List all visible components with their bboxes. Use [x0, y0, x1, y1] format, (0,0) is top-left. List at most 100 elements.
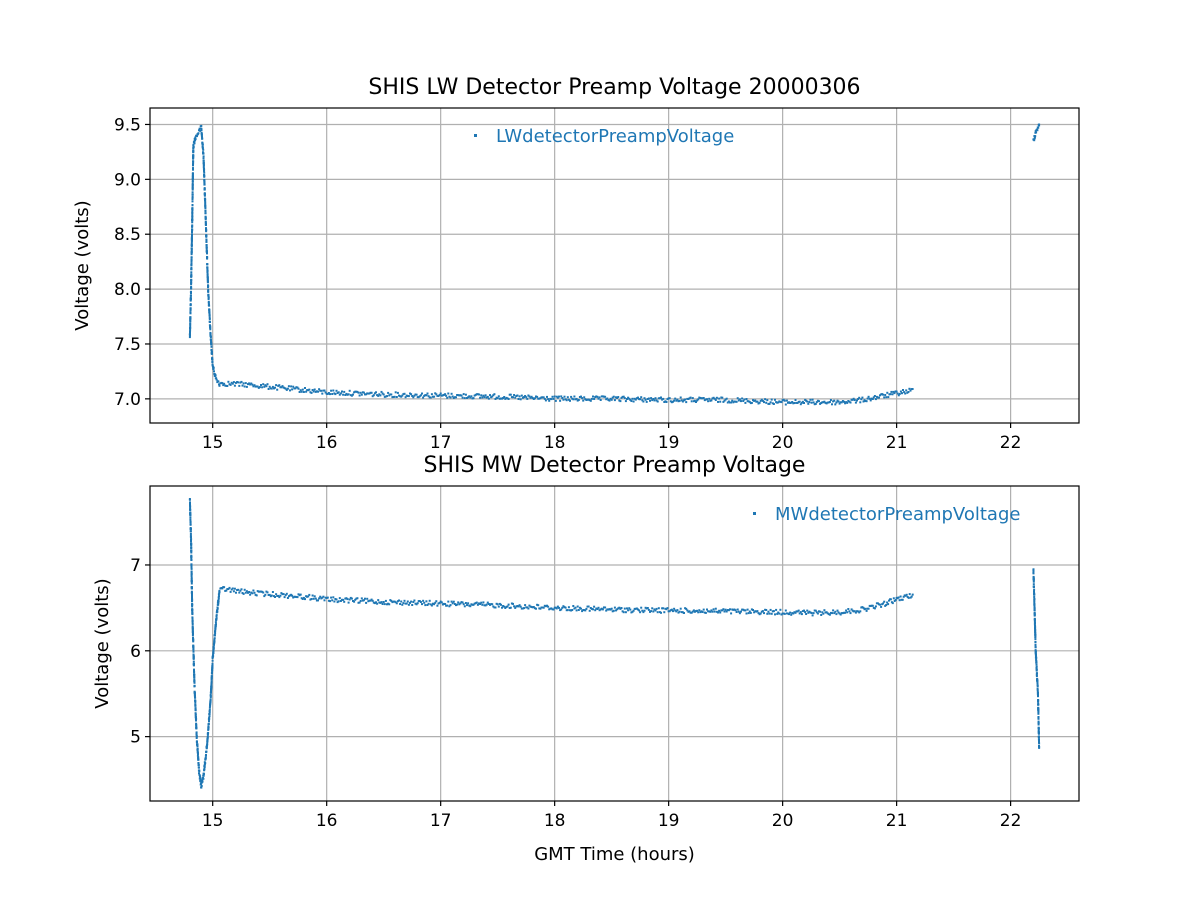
lw-data-point: [192, 154, 195, 157]
mw-data-point: [191, 599, 194, 602]
mw-data-point: [1034, 629, 1037, 632]
mw-data-point: [197, 763, 200, 766]
mw-data-point: [194, 709, 197, 712]
lw-data-point: [702, 397, 705, 399]
mw-data-point: [449, 604, 452, 607]
lw-data-point: [312, 390, 315, 393]
mw-data-point: [872, 606, 875, 609]
mw-data-point: [204, 756, 207, 759]
lw-data-point: [651, 399, 654, 402]
lw-data-point: [536, 395, 539, 398]
mw-data-point: [604, 606, 607, 609]
mw-data-point: [711, 610, 714, 613]
mw-data-point: [856, 610, 858, 613]
lw-data-point: [887, 396, 890, 399]
lw-data-point: [482, 394, 485, 397]
lw-data-point: [191, 210, 194, 213]
mw-data-point: [1035, 661, 1038, 664]
mw-data-point: [326, 596, 329, 599]
lw-data-point: [484, 394, 487, 397]
lw-data-point: [532, 398, 535, 400]
mw-y-ticks: 567: [130, 556, 150, 748]
mw-data-point: [461, 601, 464, 604]
mw-data-point: [732, 608, 735, 611]
mw-data-point: [347, 601, 350, 604]
mw-data-point: [668, 610, 671, 613]
mw-data-point: [212, 645, 215, 648]
mw-data-point: [606, 608, 609, 611]
mw-data-point: [318, 597, 321, 600]
mw-data-point: [845, 609, 848, 612]
lw-data-point: [192, 167, 194, 170]
mw-data-point: [730, 612, 733, 615]
lw-data-point: [200, 124, 203, 127]
lw-data-point: [283, 387, 286, 390]
mw-data-point: [650, 610, 653, 613]
mw-data-point: [772, 610, 775, 613]
lw-data-point: [190, 266, 193, 269]
mw-data-point: [631, 610, 634, 613]
mw-data-point: [592, 608, 594, 611]
lw-data-point: [191, 188, 194, 191]
lw-data-point: [814, 402, 817, 405]
mw-data-point: [1035, 675, 1038, 677]
mw-data-point: [1037, 712, 1040, 715]
lw-data-point: [785, 399, 788, 402]
lw-data-point: [565, 399, 568, 402]
mw-data-point: [214, 625, 217, 628]
lw-data-point: [206, 280, 209, 283]
lw-data-point: [600, 395, 603, 398]
lw-data-point: [236, 381, 239, 383]
lw-data-point: [595, 395, 598, 398]
mw-data-point: [210, 678, 213, 681]
lw-data-point: [206, 252, 208, 255]
lw-data-point: [189, 331, 191, 334]
lw-data-point: [749, 402, 752, 405]
mw-data-point: [309, 598, 312, 601]
mw-data-point: [779, 608, 782, 611]
mw-data-point: [416, 602, 419, 605]
mw-data-point: [811, 614, 814, 617]
lw-data-point: [628, 397, 631, 400]
mw-data-point: [190, 544, 193, 547]
lw-data-point: [190, 253, 193, 256]
lw-data-point: [203, 193, 206, 196]
mw-data-point: [1033, 607, 1036, 610]
lw-data-point: [206, 263, 209, 266]
mw-data-point: [910, 595, 913, 598]
mw-data-point: [265, 590, 268, 593]
mw-data-point: [324, 596, 327, 599]
lw-data-point: [491, 395, 494, 398]
lw-data-point: [631, 397, 634, 400]
lw-data-point: [903, 391, 906, 394]
lw-data-point: [806, 400, 809, 403]
lw-data-point: [211, 358, 214, 361]
mw-data-point: [413, 599, 416, 602]
lw-data-point: [807, 402, 810, 405]
lw-data-point: [367, 392, 370, 395]
mw-data-point: [889, 598, 892, 601]
lw-data-point: [766, 399, 769, 402]
mw-data-point: [513, 605, 516, 608]
lw-data-point: [320, 389, 323, 392]
lw-data-point: [202, 155, 205, 158]
mw-data-point: [213, 640, 216, 643]
lw-data-point: [854, 401, 857, 404]
mw-data-point: [566, 609, 569, 612]
mw-data-point: [754, 610, 757, 613]
lw-data-point: [700, 397, 703, 400]
lw-data-point: [446, 396, 449, 399]
lw-data-point: [576, 399, 579, 402]
mw-data-point: [455, 604, 457, 607]
lw-data-point: [190, 262, 193, 265]
lw-data-point: [672, 400, 674, 403]
mw-data-point: [245, 590, 248, 593]
lw-data-point: [276, 388, 279, 391]
lw-data-point: [304, 387, 306, 389]
lw-data-point: [242, 382, 245, 385]
mw-data-point: [206, 742, 209, 745]
mw-data-point: [206, 735, 209, 738]
lw-data-point: [327, 392, 330, 394]
mw-data-point: [190, 538, 193, 541]
